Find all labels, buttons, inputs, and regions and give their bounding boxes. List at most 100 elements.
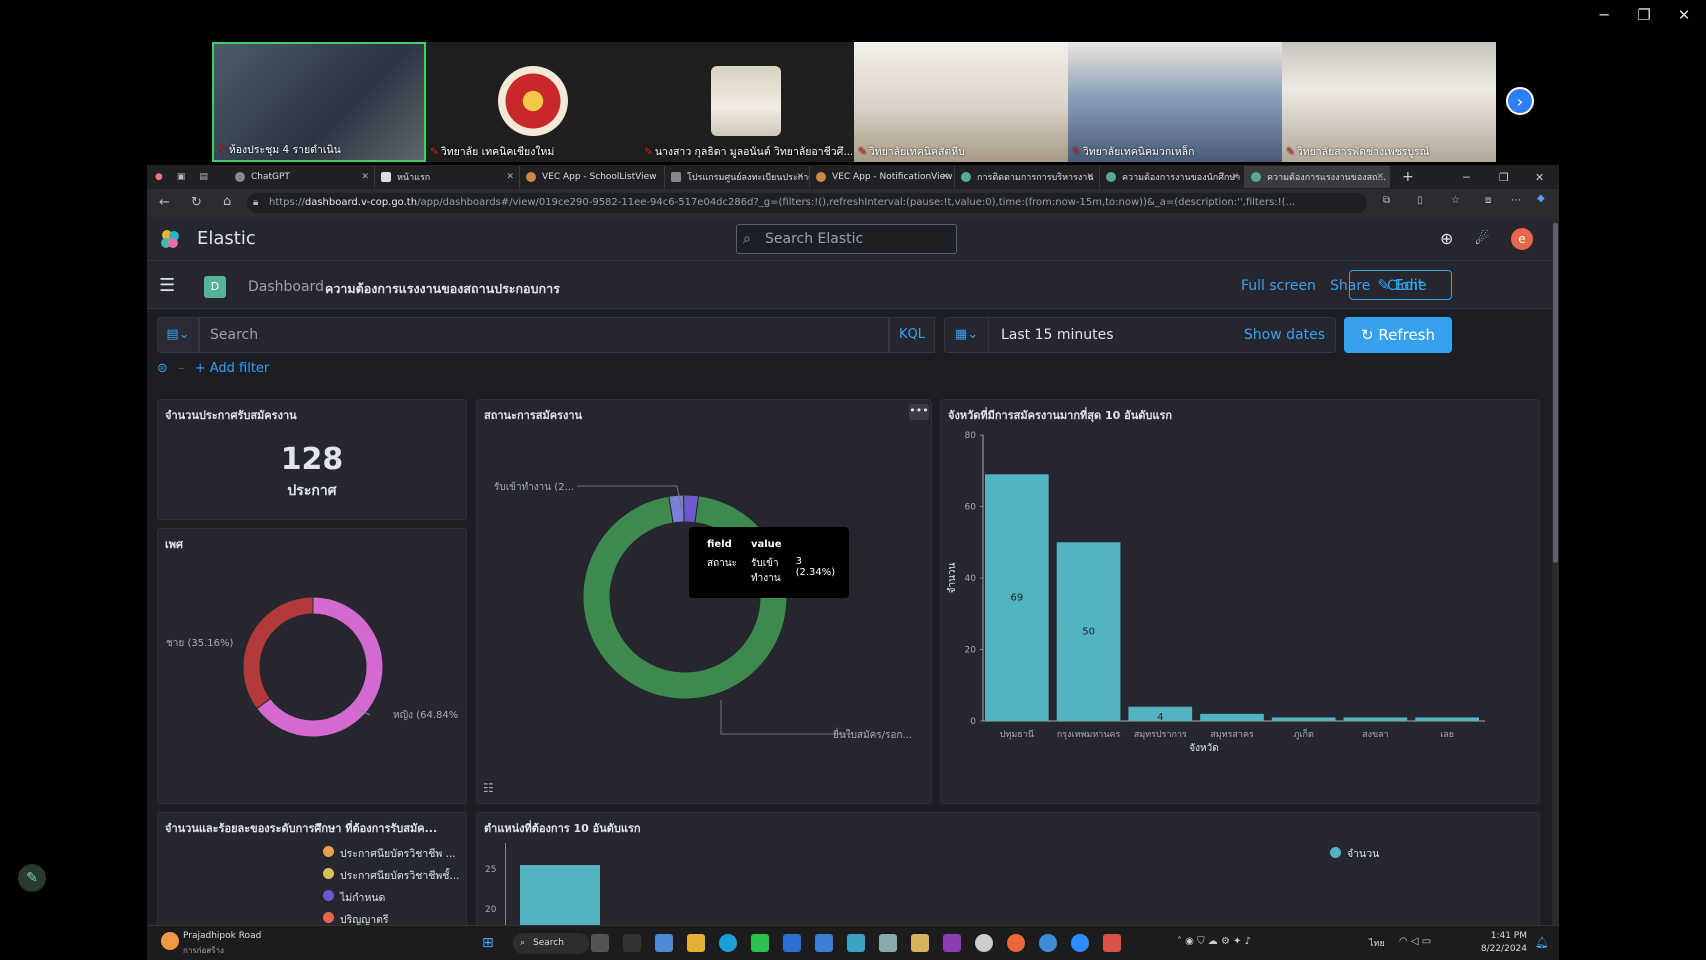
video-tile[interactable]: ✎ นางสาว กุลธิดา มูลอนันต์ วิทยาลัยอาชีวศ…	[640, 42, 854, 162]
fullscreen-link[interactable]: Full screen	[1241, 278, 1316, 294]
remote-desktop-icon[interactable]	[815, 934, 833, 952]
close-tab-icon[interactable]: ✕	[941, 172, 949, 182]
slice-male[interactable]	[242, 596, 314, 710]
profile-icon[interactable]: ●	[155, 172, 163, 182]
restore-button[interactable]: ❐	[1637, 6, 1651, 24]
url-field[interactable]: 🔒︎ https://dashboard.v-cop.go.th/app/das…	[247, 193, 1367, 213]
space-badge[interactable]: D	[204, 276, 226, 298]
global-search-input[interactable]: ⌕ Search Elastic	[736, 224, 957, 254]
refresh-button[interactable]: ↻ Refresh	[1344, 317, 1452, 353]
calculator-icon[interactable]	[847, 934, 865, 952]
workspaces-icon[interactable]: ▣	[176, 172, 186, 182]
next-participants-button[interactable]: ›	[1506, 87, 1534, 115]
show-dates-link[interactable]: Show dates	[1243, 327, 1325, 343]
legend-item[interactable]: ประกาศนียบัตรวิชาชีพ ...	[323, 843, 459, 865]
province-bar[interactable]	[1056, 542, 1121, 721]
share-link[interactable]: Share	[1330, 278, 1371, 294]
user-avatar[interactable]: e	[1511, 228, 1533, 250]
edit-button[interactable]: ✎ Edit	[1349, 270, 1452, 300]
app-icon[interactable]	[1103, 934, 1121, 952]
tab-home[interactable]: หน้าแรก ✕	[375, 166, 520, 188]
language-indicator[interactable]: ไทย	[1369, 939, 1385, 949]
split-screen-icon[interactable]: ▯	[1417, 195, 1423, 206]
close-tab-icon[interactable]: ✕	[1231, 172, 1239, 182]
favorites-icon[interactable]: ☆	[1451, 195, 1460, 206]
calendar-icon[interactable]: ▦⌄	[945, 318, 989, 352]
video-tile[interactable]: ✎ วิทยาลัยสารพัดช่างเพชรบูรณ์	[1282, 42, 1496, 162]
add-filter-link[interactable]: + Add filter	[194, 361, 270, 376]
extensions-icon[interactable]: ⧉	[1383, 195, 1391, 206]
app-icon[interactable]	[879, 934, 897, 952]
taskbar-search[interactable]: ⌕ Search	[513, 933, 589, 954]
start-icon[interactable]: ⊞	[482, 935, 494, 951]
line-icon[interactable]	[751, 934, 769, 952]
filter-options-icon[interactable]: ⊜	[157, 361, 168, 376]
browser-restore-button[interactable]: ❐	[1499, 170, 1509, 184]
chrome-icon[interactable]	[1039, 934, 1057, 952]
kql-toggle[interactable]: KQL	[889, 317, 935, 353]
notification-bell-icon[interactable]: 🔔︎	[1535, 936, 1549, 949]
annotate-pencil-button[interactable]: ✎	[18, 864, 46, 892]
slice-pending[interactable]	[582, 495, 788, 700]
collections-icon[interactable]: ⧈	[1485, 195, 1492, 206]
back-icon[interactable]: ←	[159, 195, 170, 210]
province-bar[interactable]	[1128, 706, 1193, 721]
panel-options-icon[interactable]: •••	[909, 404, 929, 420]
new-tab-button[interactable]: +	[1402, 169, 1414, 185]
video-tile[interactable]: ✎ วิทยาลัยเทคนิคสัตหีบ	[854, 42, 1068, 162]
copilot-icon[interactable]: ◆	[1537, 193, 1545, 204]
breadcrumb-dashboard[interactable]: Dashboard	[248, 279, 324, 295]
province-bar[interactable]	[985, 474, 1049, 721]
more-icon[interactable]: ⋯	[1511, 195, 1521, 206]
tab-chatgpt[interactable]: ChatGPT ✕	[229, 166, 375, 188]
file-explorer-icon[interactable]	[687, 934, 705, 952]
system-tray-icons[interactable]: ˄ ◉ ⛉ ☁ ⚙ ✦ ♪	[1177, 936, 1252, 947]
minimize-button[interactable]: ─	[1599, 6, 1609, 24]
video-tile[interactable]: ✎ วิทยาลัย เทคนิคเชียงใหม่	[426, 42, 640, 162]
province-bar[interactable]	[1200, 713, 1264, 721]
query-input[interactable]: Search	[199, 317, 889, 353]
zoom-icon[interactable]	[1071, 934, 1089, 952]
legend-item[interactable]: ปริญญาตรี	[323, 909, 459, 931]
task-view-icon[interactable]	[591, 934, 609, 952]
saved-query-button[interactable]: ▤⌄	[157, 317, 199, 353]
time-picker[interactable]: ▦⌄ Last 15 minutes Show dates	[944, 317, 1336, 353]
edge-icon[interactable]	[719, 934, 737, 952]
app-icon[interactable]	[1007, 934, 1025, 952]
legend-item[interactable]: ไม่กำหนด	[323, 887, 459, 909]
network-volume-icons[interactable]: ◠ ◁ ▭	[1399, 936, 1432, 947]
slice-female[interactable]	[256, 596, 384, 738]
help-icon[interactable]: ⊕	[1440, 229, 1454, 248]
clone-link[interactable]: Clone	[1387, 278, 1427, 294]
close-tab-icon[interactable]: ✕	[1086, 172, 1094, 182]
outlook-icon[interactable]	[783, 934, 801, 952]
notes-icon[interactable]	[911, 934, 929, 952]
copilot-taskbar-icon[interactable]	[655, 934, 673, 952]
tab-actions-icon[interactable]: ▤	[199, 172, 208, 182]
province-bar[interactable]	[1271, 717, 1336, 721]
onenote-icon[interactable]	[943, 934, 961, 952]
tab-student-jobs[interactable]: ความต้องการงานของนักศึกษา ✕	[1100, 166, 1245, 188]
legend-toggle-icon[interactable]: ☷	[483, 781, 494, 795]
tab-register[interactable]: โปรแกรมศูนย์ลงทะเบียนประกาศ ✕	[665, 166, 810, 188]
tab-notification[interactable]: VEC App - NotificationView ✕	[810, 166, 955, 188]
browser-minimize-button[interactable]: ─	[1463, 170, 1470, 184]
chatgpt-app-icon[interactable]	[975, 934, 993, 952]
tab-tracking[interactable]: การติดตามการการบริหารงาน ✕	[955, 166, 1100, 188]
reload-icon[interactable]: ↻	[191, 195, 202, 210]
province-bar[interactable]	[1415, 717, 1479, 721]
clock-date[interactable]: 8/22/2024	[1480, 944, 1527, 954]
scrollbar-thumb[interactable]	[1553, 223, 1558, 563]
terminal-icon[interactable]	[623, 934, 641, 952]
tab-labor-demand[interactable]: ความต้องการแรงงานของสถ... ✕	[1245, 166, 1390, 188]
close-tab-icon[interactable]: ✕	[796, 172, 804, 182]
close-tab-icon[interactable]: ✕	[1376, 172, 1384, 182]
menu-icon[interactable]: ☰	[159, 275, 176, 296]
legend-item[interactable]: ประกาศนียบัตรวิชาชีพชั้...	[323, 865, 459, 887]
close-button[interactable]: ✕	[1677, 6, 1691, 24]
scrollbar[interactable]	[1552, 217, 1559, 960]
home-icon[interactable]: ⌂	[223, 194, 232, 209]
province-bar[interactable]	[1343, 717, 1408, 721]
close-tab-icon[interactable]: ✕	[361, 172, 369, 182]
clock-time[interactable]: 1:41 PM	[1490, 931, 1527, 941]
